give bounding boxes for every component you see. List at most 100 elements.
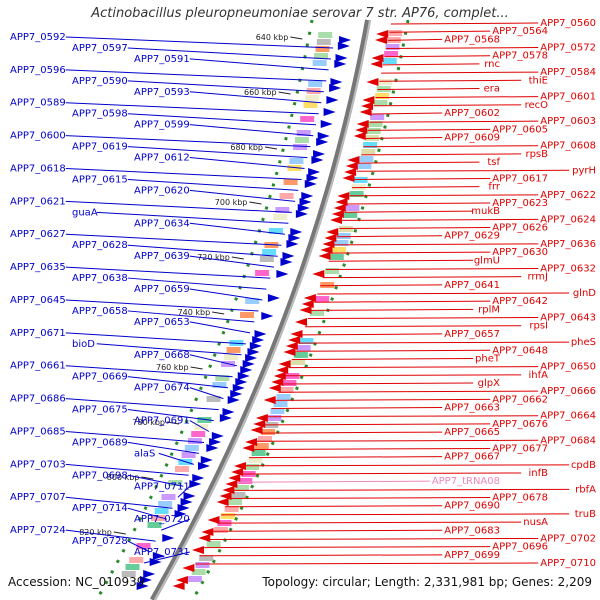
feature-block-reverse [291, 359, 306, 365]
gene-leader-reverse [314, 300, 491, 303]
feature-block-reverse [238, 478, 253, 484]
feature-block-reverse [258, 436, 272, 442]
gene-leader-forward [96, 343, 242, 356]
feature-block-reverse [228, 499, 243, 505]
gene-label-forward: guaA [72, 207, 98, 218]
gene-label-forward: bioD [72, 339, 95, 350]
feature-block-reverse [343, 212, 358, 218]
gene-arrow-reverse [290, 330, 303, 338]
gene-arrow-reverse [253, 420, 266, 428]
gene-label-reverse: cpdB [571, 460, 596, 471]
feature-block-forward [212, 382, 227, 388]
tick-mark [231, 256, 244, 260]
gene-leader-forward [161, 518, 190, 531]
gene-arrow-reverse [342, 174, 355, 182]
gene-arrow-forward [267, 294, 280, 302]
gene-label-reverse: APP7_0623 [492, 198, 548, 209]
feature-block-forward [125, 564, 140, 570]
gene-arrow-reverse [359, 108, 372, 116]
gene-leader-forward [127, 507, 168, 520]
gene-arrow-forward [326, 96, 339, 104]
gene-arrow-reverse [245, 438, 258, 446]
gene-leader-reverse [371, 112, 443, 115]
feature-block-forward [121, 571, 136, 577]
gene-label-reverse: APP7_0642 [492, 296, 548, 307]
gene-arrow-reverse [356, 120, 369, 128]
gene-arrow-forward [189, 480, 202, 488]
gene-arrow-forward [219, 414, 232, 422]
feature-block-reverse [363, 142, 378, 148]
gene-leader-reverse [252, 447, 491, 450]
gene-label-forward: APP7_0627 [10, 229, 66, 240]
feature-block-reverse [254, 443, 269, 449]
gene-leader-reverse [285, 374, 522, 377]
gene-label-reverse: rbfA [575, 484, 596, 495]
gene-arrow-forward [200, 456, 213, 464]
gene-label-reverse: APP7_0710 [540, 558, 596, 569]
gene-leader-reverse [301, 333, 443, 336]
feature-block-forward [259, 256, 274, 262]
tick-label: 740 kbp [178, 308, 211, 317]
gene-label-reverse: APP7_0605 [492, 124, 548, 135]
feature-block-reverse [221, 513, 236, 519]
gene-arrow-reverse [355, 126, 368, 134]
gene-arrow-forward [311, 156, 324, 164]
gene-leader-reverse [339, 227, 491, 229]
gene-leader-reverse [354, 177, 491, 180]
gene-label-forward: APP7_0685 [10, 426, 66, 437]
gene-arrow-forward [237, 372, 250, 380]
gene-arrow-reverse [273, 372, 286, 380]
gene-leader-reverse [373, 104, 522, 107]
gene-label-reverse: APP7_0684 [540, 435, 596, 446]
gene-arrow-reverse [322, 240, 335, 248]
gene-arrow-forward [222, 408, 235, 416]
gene-arrow-forward [304, 180, 317, 188]
gene-label-reverse: APP7_0560 [540, 18, 596, 29]
feature-block-forward [314, 53, 329, 59]
feature-block-reverse [351, 184, 366, 190]
gene-arrow-forward [177, 504, 190, 512]
map-title: Actinobacillus pleuropneumoniae serovar … [91, 6, 509, 21]
gene-arrow-reverse [337, 192, 350, 200]
gene-arrow-reverse [345, 162, 358, 170]
feature-block-forward [315, 46, 330, 52]
gene-arrow-reverse [361, 102, 374, 110]
gene-arrow-reverse [312, 270, 325, 278]
gene-arrow-forward [174, 510, 187, 518]
gene-arrow-forward [197, 462, 210, 470]
feature-block-forward [154, 508, 169, 514]
tick-label: 800 kbp [107, 473, 140, 482]
gene-leader-forward [143, 551, 190, 564]
gene-label-forward: APP7_0612 [134, 153, 190, 164]
gene-label-forward: APP7_0635 [10, 262, 66, 273]
feature-block-reverse [245, 464, 259, 470]
feature-block-reverse [270, 408, 285, 414]
gene-leader-reverse [274, 398, 491, 401]
gene-arrow-forward [206, 444, 219, 452]
gene-label-reverse: APP7_0662 [492, 394, 548, 405]
feature-block-reverse [187, 576, 202, 582]
gene-leader-reverse [334, 243, 539, 246]
gene-leader-forward [127, 178, 299, 191]
gene-leader-forward [177, 485, 191, 498]
feature-block-reverse [299, 338, 314, 344]
gene-leader-forward [189, 354, 238, 367]
gene-arrow-reverse [362, 96, 375, 104]
gene-leader-forward [158, 452, 194, 465]
gene-arrow-reverse [376, 30, 389, 38]
gene-leader-reverse [387, 38, 443, 41]
gene-arrow-forward [337, 42, 350, 50]
gene-leader-forward [127, 540, 151, 553]
gene-leader-reverse [241, 472, 522, 475]
gene-label-reverse: APP7_0629 [444, 231, 500, 242]
gene-leader-reverse [281, 382, 474, 385]
feature-block-forward [294, 137, 309, 143]
gene-leader-reverse [308, 317, 539, 319]
gene-arrow-forward [323, 108, 336, 116]
gene-label-forward: APP7_0619 [72, 142, 128, 153]
gene-arrow-reverse [283, 348, 296, 356]
gene-leader-forward [96, 211, 289, 224]
gene-leader-forward [189, 387, 224, 400]
gene-label-forward: APP7_0615 [72, 174, 128, 185]
gene-label-forward: APP7_0720 [134, 514, 190, 525]
